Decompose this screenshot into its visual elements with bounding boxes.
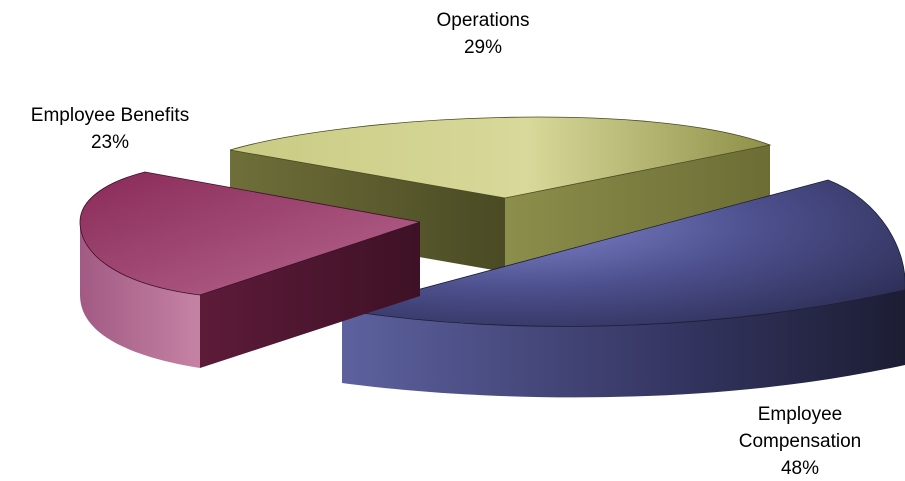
pie-slice-employee-compensation	[341, 179, 905, 398]
slice-operations-right-wall	[505, 145, 770, 272]
label-compensation-value: 48%	[781, 458, 819, 479]
slice-benefits-front-wall	[200, 222, 420, 368]
label-operations-value: 29%	[464, 37, 502, 58]
pie-slice-operations	[229, 116, 772, 272]
pie-slice-employee-benefits	[79, 171, 421, 368]
slice-benefits-side	[80, 222, 200, 368]
slice-compensation-side	[342, 290, 905, 398]
label-operations-name: Operations	[437, 10, 530, 31]
label-compensation-name-line1: Employee	[758, 404, 843, 425]
slice-compensation-top	[341, 179, 905, 327]
slice-benefits-top	[79, 171, 421, 296]
label-compensation-name-line2: Compensation	[739, 431, 862, 452]
label-benefits-name: Employee Benefits	[31, 105, 189, 126]
slice-operations-front-wall	[230, 150, 505, 272]
label-benefits-value: 23%	[91, 132, 129, 153]
slice-operations-top	[229, 116, 772, 199]
